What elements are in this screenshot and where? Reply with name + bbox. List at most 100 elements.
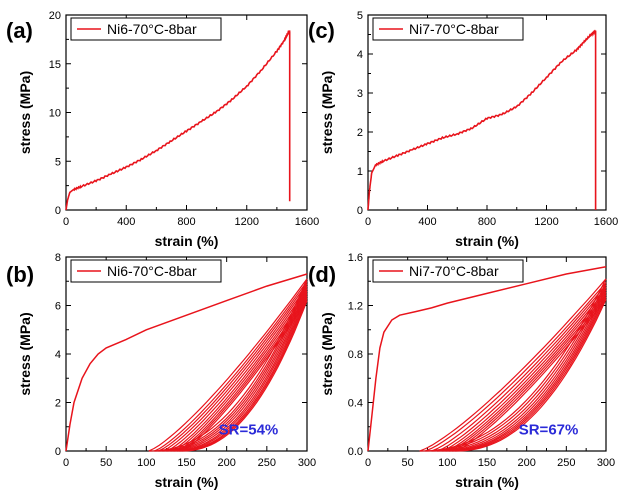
x-axis-label: strain (%) <box>155 233 219 249</box>
x-tick-label: 0 <box>63 457 69 469</box>
x-tick-label: 1600 <box>295 216 319 228</box>
x-tick-label: 1600 <box>594 216 618 228</box>
y-axis-label: stress (MPa) <box>319 71 335 154</box>
x-tick-label: 300 <box>597 457 615 469</box>
legend-box <box>70 17 222 41</box>
x-tick-label: 200 <box>217 457 235 469</box>
y-tick-label: 0.0 <box>348 446 363 458</box>
x-tick-label: 300 <box>298 457 316 469</box>
series-b <box>65 273 308 452</box>
y-tick-label: 0.4 <box>348 398 363 410</box>
x-tick-label: 50 <box>100 457 112 469</box>
y-tick-label: 6 <box>55 301 61 313</box>
x-tick-label: 1200 <box>534 216 558 228</box>
hysteresis-loop <box>451 296 607 452</box>
panel-label: (a) <box>6 18 33 43</box>
hysteresis-loop <box>162 285 308 452</box>
y-tick-label: 8 <box>55 252 61 264</box>
series-line <box>367 29 597 211</box>
y-tick-label: 0 <box>55 205 61 217</box>
x-tick-label: 800 <box>478 216 496 228</box>
y-tick-label: 10 <box>49 108 61 120</box>
legend-box <box>372 259 524 283</box>
hysteresis-loop <box>176 295 308 452</box>
y-axis-label: stress (MPa) <box>17 312 33 395</box>
x-tick-label: 400 <box>117 216 135 228</box>
y-tick-label: 15 <box>49 59 61 71</box>
x-tick-label: 100 <box>137 457 155 469</box>
y-tick-label: 5 <box>357 10 363 22</box>
y-axis-label: stress (MPa) <box>17 71 33 154</box>
x-tick-label: 150 <box>177 457 195 469</box>
hysteresis-loop <box>181 300 308 452</box>
sr-annotation: SR=54% <box>219 422 279 439</box>
hysteresis-loop <box>166 288 308 452</box>
legend: Ni7-70°C-8bar <box>372 259 524 283</box>
x-tick-label: 0 <box>63 216 69 228</box>
panel-d: 0 50 100 150 200 250 300 0.0 0.4 0.8 1.2 1.6 strain … <box>308 252 615 490</box>
y-tick-label: 0.8 <box>348 349 363 361</box>
y-axis-label: stress (MPa) <box>319 312 335 395</box>
x-tick-label: 1200 <box>235 216 259 228</box>
hysteresis-loop <box>419 278 607 452</box>
y-tick-label: 0 <box>55 446 61 458</box>
y-tick-label: 1.6 <box>348 252 363 264</box>
hysteresis-loop <box>448 294 607 452</box>
hysteresis-loop <box>424 282 607 452</box>
x-tick-label: 200 <box>517 457 535 469</box>
y-tick-label: 1 <box>357 166 363 178</box>
loading-curve <box>65 273 308 452</box>
hysteresis-loop <box>179 297 308 452</box>
legend-entry: Ni6-70°C-8bar <box>107 21 197 37</box>
legend-entry: Ni7-70°C-8bar <box>409 21 499 37</box>
x-tick-label: 0 <box>365 457 371 469</box>
x-tick-label: 250 <box>258 457 276 469</box>
legend: Ni7-70°C-8bar <box>372 17 524 41</box>
y-tick-label: 5 <box>55 156 61 168</box>
x-tick-label: 100 <box>438 457 456 469</box>
panel-label: (c) <box>308 18 335 43</box>
panel-label: (b) <box>6 262 34 287</box>
panel-a: 0 400 800 1200 1600 0 5 10 15 20 strain (%) stress … <box>6 10 319 249</box>
panel-label: (d) <box>308 262 336 287</box>
legend: Ni6-70°C-8bar <box>70 17 222 41</box>
panel-c: 0 400 800 1200 1600 0 1 2 3 4 5 strain (%) stress (M… <box>308 10 618 249</box>
y-tick-label: 20 <box>49 10 61 22</box>
hysteresis-loop <box>170 290 308 452</box>
hysteresis-loop <box>445 291 607 452</box>
series-a <box>65 30 291 211</box>
hysteresis-loop <box>431 284 607 452</box>
y-tick-label: 2 <box>55 398 61 410</box>
series-c <box>367 29 597 211</box>
hysteresis-loop <box>173 293 308 452</box>
series-line <box>65 30 291 211</box>
x-tick-label: 0 <box>365 216 371 228</box>
x-tick-label: 150 <box>478 457 496 469</box>
plot-frame <box>367 14 607 211</box>
hysteresis-loop <box>441 289 607 452</box>
series-d <box>367 265 607 452</box>
loading-curve <box>367 265 607 452</box>
panel-b: 0 50 100 150 200 250 300 0 2 4 6 8 strain (%) stress … <box>6 252 316 490</box>
hysteresis-loop <box>455 299 607 452</box>
y-tick-label: 3 <box>357 88 363 100</box>
hysteresis-loop <box>158 283 308 452</box>
hysteresis-loop <box>436 286 607 452</box>
x-tick-label: 400 <box>418 216 436 228</box>
x-tick-label: 50 <box>402 457 414 469</box>
legend-box <box>372 17 524 41</box>
x-axis-label: strain (%) <box>455 474 519 490</box>
y-tick-label: 4 <box>357 49 363 61</box>
legend-entry: Ni7-70°C-8bar <box>409 263 499 279</box>
y-tick-label: 0 <box>357 205 363 217</box>
sr-annotation: SR=67% <box>519 422 579 439</box>
x-tick-label: 800 <box>177 216 195 228</box>
plot-frame <box>65 14 308 211</box>
legend: Ni6-70°C-8bar <box>70 259 222 283</box>
hysteresis-loop <box>154 280 308 452</box>
x-tick-label: 250 <box>557 457 575 469</box>
x-axis-label: strain (%) <box>155 474 219 490</box>
legend-box <box>70 259 222 283</box>
y-tick-label: 1.2 <box>348 301 363 313</box>
